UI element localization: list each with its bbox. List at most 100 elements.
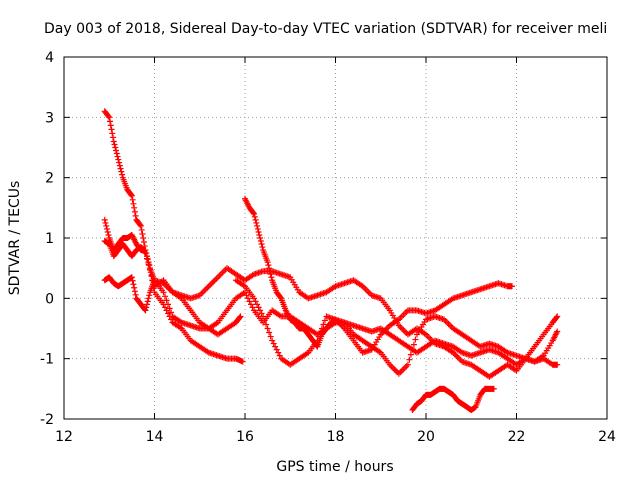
data-point <box>144 298 151 305</box>
data-point <box>318 325 325 332</box>
x-tick-label: 14 <box>146 429 164 445</box>
data-point <box>107 118 114 125</box>
data-point <box>255 228 262 235</box>
data-point <box>163 297 170 304</box>
data-point <box>162 293 169 300</box>
data-point <box>140 239 147 246</box>
data-point <box>108 126 115 133</box>
data-point <box>114 153 121 160</box>
data-point <box>265 262 272 269</box>
data-point <box>138 226 145 233</box>
data-point <box>404 361 411 368</box>
x-tick-label: 20 <box>417 429 435 445</box>
data-point <box>142 250 149 257</box>
data-point <box>137 222 144 229</box>
data-point <box>143 304 150 311</box>
data-point <box>103 225 110 232</box>
data-point <box>554 313 561 320</box>
y-axis-label: SDTVAR / TECUs <box>7 181 23 296</box>
x-tick-label: 22 <box>508 429 526 445</box>
data-point <box>264 325 271 332</box>
data-point <box>239 358 246 365</box>
y-tick-label: 4 <box>45 50 54 66</box>
data-point <box>490 385 497 392</box>
series-arc-7 <box>409 385 497 413</box>
data-point <box>321 317 328 324</box>
data-point <box>276 352 283 359</box>
data-point <box>264 259 271 266</box>
data-point <box>266 265 273 272</box>
data-point <box>163 307 170 314</box>
data-point <box>115 156 122 163</box>
data-point <box>258 310 265 317</box>
data-point <box>166 305 173 312</box>
data-point <box>245 295 252 302</box>
data-point <box>103 222 110 229</box>
data-point <box>266 329 273 336</box>
y-tick-label: -2 <box>40 412 54 428</box>
x-tick-label: 18 <box>327 429 345 445</box>
data-point <box>113 150 120 157</box>
data-point <box>320 321 327 328</box>
data-point <box>116 162 123 169</box>
data-point <box>145 261 152 268</box>
data-point <box>129 196 136 203</box>
data-point <box>257 235 264 241</box>
x-tick-label: 12 <box>55 429 73 445</box>
data-point <box>139 230 146 237</box>
data-point <box>110 138 117 145</box>
data-point <box>268 274 275 281</box>
data-point <box>409 346 416 353</box>
data-point <box>102 219 109 226</box>
data-point <box>260 313 267 320</box>
data-point <box>554 361 561 368</box>
data-point <box>104 228 111 235</box>
grid-lines <box>64 57 607 419</box>
data-point <box>116 159 123 166</box>
data-point <box>257 238 264 245</box>
data-point <box>128 191 135 198</box>
data-point <box>269 337 276 344</box>
y-tick-label: 3 <box>45 110 54 126</box>
data-point <box>248 301 255 308</box>
data-point <box>146 266 153 273</box>
data-point <box>117 165 124 172</box>
data-point <box>406 356 413 363</box>
data-point <box>261 317 268 324</box>
data-point <box>410 341 417 348</box>
data-point <box>317 329 324 336</box>
data-point <box>254 301 261 308</box>
data-point <box>508 283 515 290</box>
data-point <box>146 292 153 299</box>
data-point <box>243 292 250 299</box>
x-tick-label: 16 <box>236 429 254 445</box>
data-point <box>111 141 118 148</box>
data-point <box>128 274 135 281</box>
data-point <box>141 249 148 256</box>
data-point <box>140 235 147 241</box>
y-tick-label: 1 <box>45 231 54 247</box>
data-point <box>267 333 274 340</box>
plot-frame <box>63 56 608 420</box>
y-tick-label: 2 <box>45 171 54 187</box>
data-point <box>142 307 149 314</box>
data-point <box>131 284 138 291</box>
data-point <box>412 336 419 343</box>
data-point <box>275 349 282 356</box>
data-point <box>162 304 169 311</box>
data-point <box>145 295 152 302</box>
data-point <box>246 298 253 305</box>
data-point <box>146 262 153 269</box>
data-point <box>236 314 243 321</box>
data-point <box>259 244 266 251</box>
data-point <box>267 271 274 278</box>
data-point <box>165 310 172 317</box>
data-point <box>130 200 137 207</box>
data-point <box>254 222 261 229</box>
data-point <box>251 295 258 302</box>
data-point <box>277 294 284 301</box>
data-point <box>252 216 259 223</box>
data-point <box>143 301 150 308</box>
data-point <box>553 314 560 321</box>
